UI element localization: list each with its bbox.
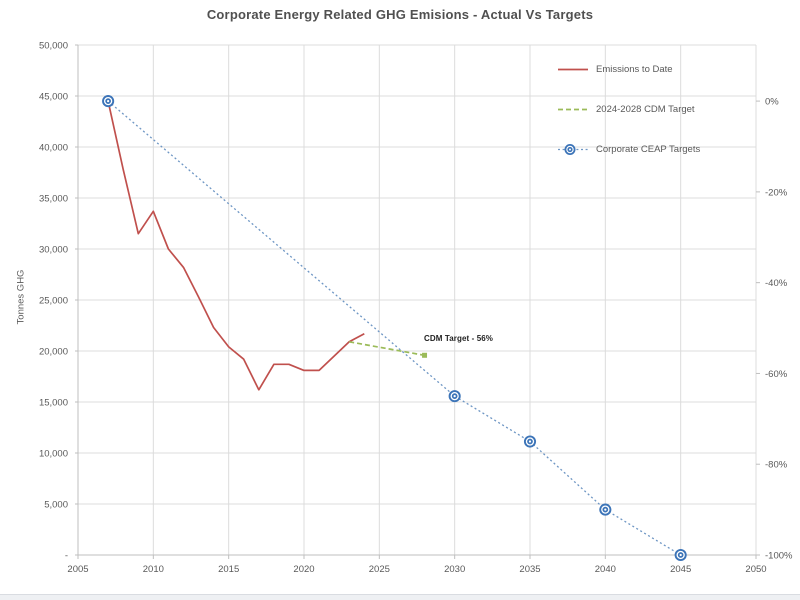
series-2 xyxy=(102,95,687,562)
window-bottom-edge xyxy=(0,594,800,600)
series-0 xyxy=(107,100,365,391)
svg-text:-60%: -60% xyxy=(765,369,788,380)
svg-text:25,000: 25,000 xyxy=(39,296,68,307)
legend-label-cdm-target: 2024-2028 CDM Target xyxy=(596,104,695,115)
svg-text:20,000: 20,000 xyxy=(39,347,68,358)
svg-text:2045: 2045 xyxy=(670,564,691,575)
svg-text:2030: 2030 xyxy=(444,564,465,575)
svg-text:-40%: -40% xyxy=(765,278,788,289)
ceap-targets-dotted-marker-icon xyxy=(558,144,588,155)
cdm-target-end-marker xyxy=(422,352,428,358)
chart-legend: Emissions to Date 2024-2028 CDM Target C… xyxy=(557,63,700,183)
svg-text:2025: 2025 xyxy=(369,564,390,575)
svg-text:15,000: 15,000 xyxy=(39,398,68,409)
svg-text:5,000: 5,000 xyxy=(44,500,68,511)
gridlines xyxy=(77,44,757,555)
svg-text:2020: 2020 xyxy=(293,564,314,575)
svg-text:-80%: -80% xyxy=(765,460,788,471)
legend-label-ceap-targets: Corporate CEAP Targets xyxy=(596,144,701,155)
svg-text:-20%: -20% xyxy=(765,187,788,198)
legend-item-ceap-targets: Corporate CEAP Targets xyxy=(557,143,700,156)
emissions-line-icon xyxy=(558,68,588,71)
axes xyxy=(75,44,760,559)
cdm-target-dashed-line-icon xyxy=(558,108,588,111)
cdm-target-annotation: CDM Target - 56% xyxy=(424,334,494,343)
svg-text:50,000: 50,000 xyxy=(39,41,68,52)
svg-text:35,000: 35,000 xyxy=(39,194,68,205)
legend-item-cdm-target: 2024-2028 CDM Target xyxy=(557,103,700,116)
svg-text:2010: 2010 xyxy=(143,564,164,575)
svg-text:2040: 2040 xyxy=(595,564,616,575)
svg-text:-100%: -100% xyxy=(765,551,793,562)
svg-text:0%: 0% xyxy=(765,97,779,108)
svg-text:-: - xyxy=(65,551,68,562)
axis-tick-labels: 2005 2010 2015 2020 2025 2030 2035 2040 2045 2050… xyxy=(39,41,793,576)
svg-text:2015: 2015 xyxy=(218,564,239,575)
svg-text:2005: 2005 xyxy=(67,564,88,575)
svg-text:2050: 2050 xyxy=(745,564,766,575)
svg-text:45,000: 45,000 xyxy=(39,92,68,103)
legend-label-emissions: Emissions to Date xyxy=(596,64,673,75)
svg-text:2035: 2035 xyxy=(519,564,540,575)
svg-text:40,000: 40,000 xyxy=(39,143,68,154)
chart-title: Corporate Energy Related GHG Emisions - … xyxy=(206,7,594,22)
svg-text:30,000: 30,000 xyxy=(39,245,68,256)
series-1 xyxy=(349,340,428,358)
legend-item-emissions: Emissions to Date xyxy=(557,63,700,76)
svg-text:10,000: 10,000 xyxy=(39,449,68,460)
